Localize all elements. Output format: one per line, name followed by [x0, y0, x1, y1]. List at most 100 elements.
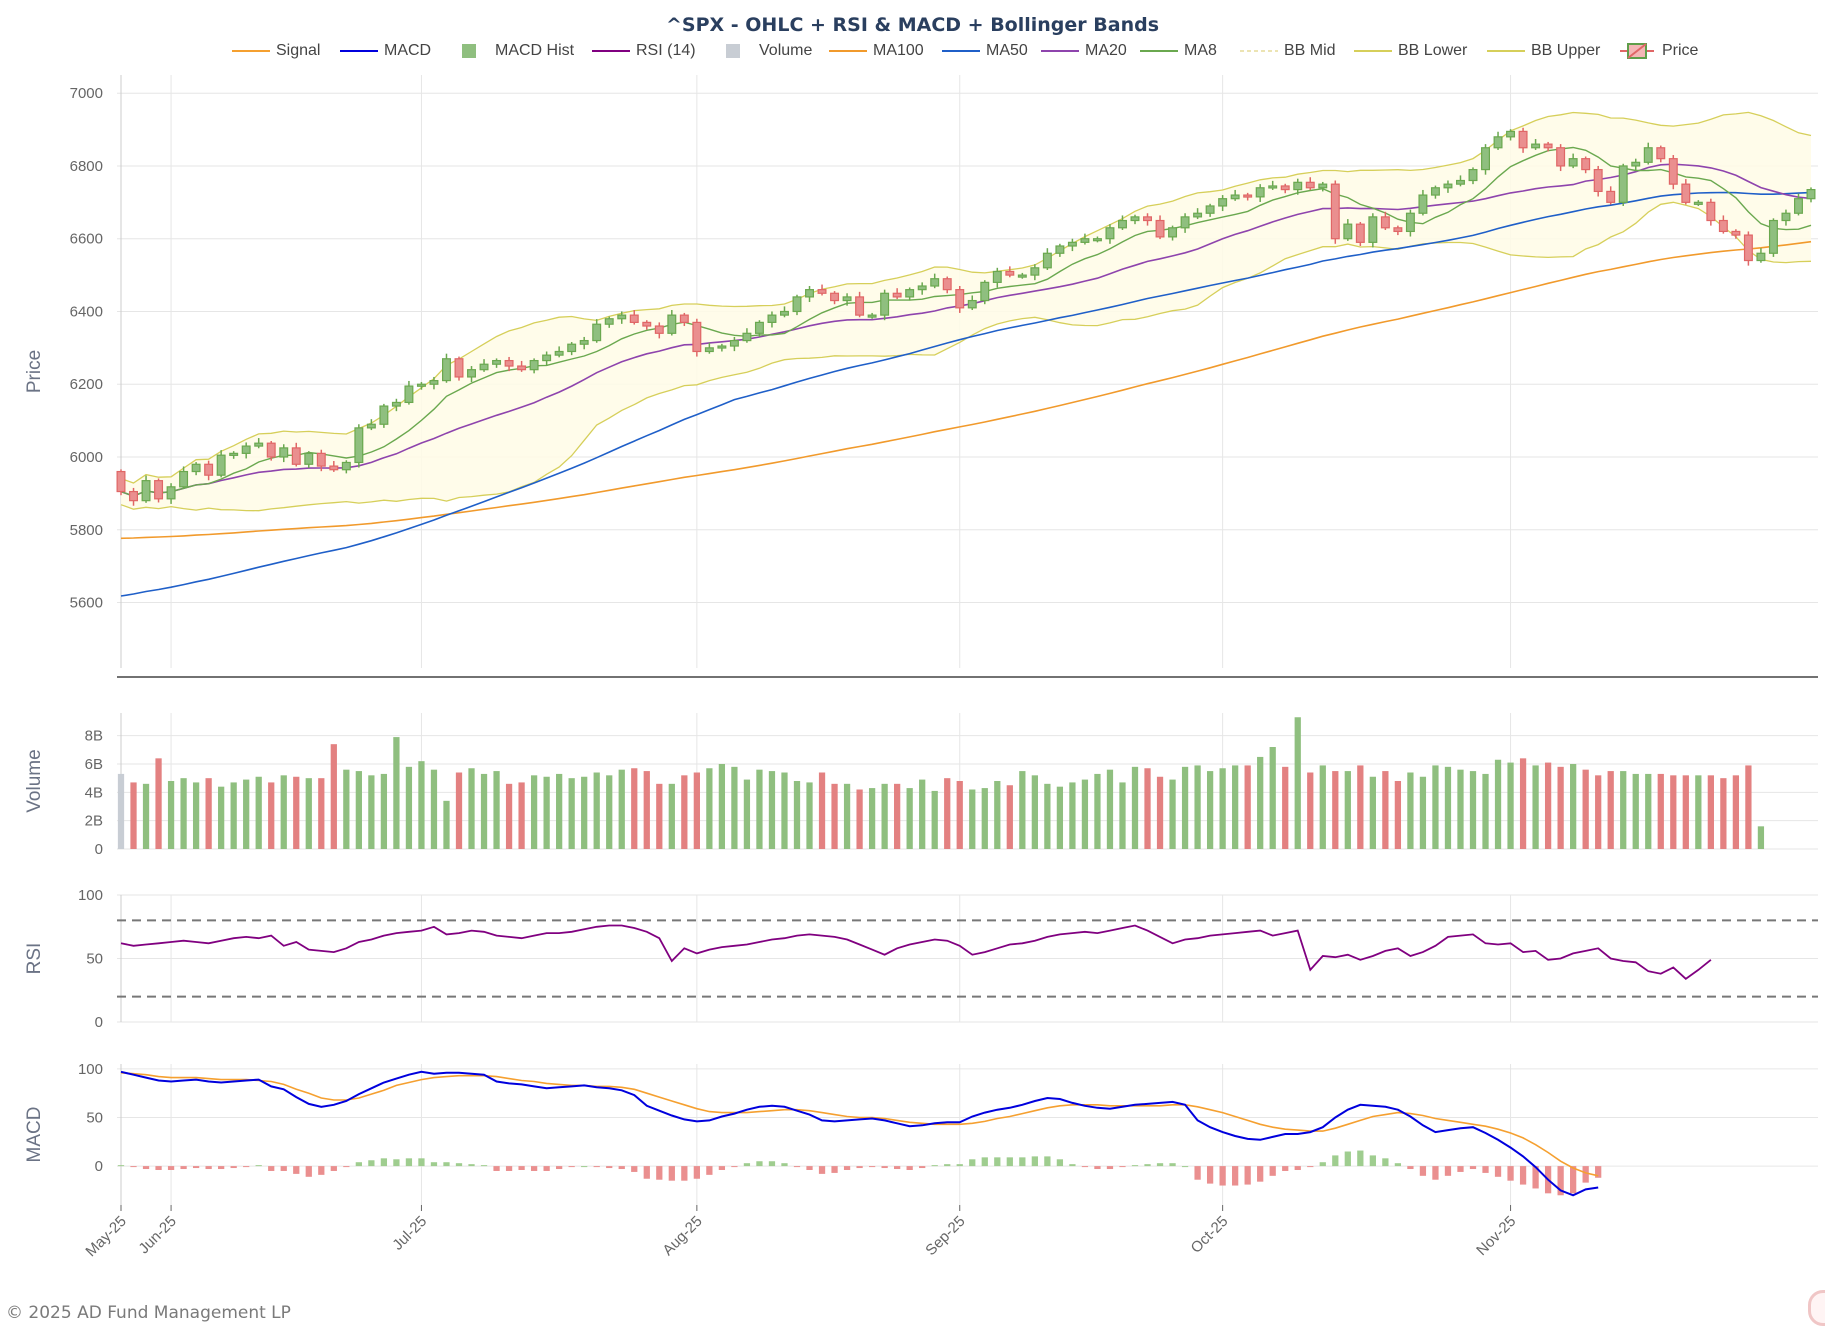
macd-hist-bar — [1119, 1166, 1126, 1168]
macd-hist-bar — [180, 1166, 187, 1170]
candle-body — [1155, 219, 1165, 238]
candle-body — [980, 281, 990, 302]
legend-item-ma20[interactable]: MA20 — [1039, 40, 1127, 62]
macd-hist-bar — [405, 1158, 413, 1167]
candle-body — [1731, 230, 1741, 236]
candle-body — [1092, 238, 1102, 242]
candle-body — [1481, 147, 1490, 171]
macd-hist-bar — [631, 1166, 638, 1172]
macd-hist-bar — [1307, 1166, 1314, 1168]
line-swatch-icon — [940, 42, 982, 60]
legend-label: MA20 — [1085, 42, 1127, 59]
legend-item-price[interactable]: Price — [1616, 40, 1698, 62]
candle-body — [667, 314, 677, 334]
candle-body — [1330, 183, 1340, 240]
legend-item-bb-lower[interactable]: BB Lower — [1352, 40, 1467, 62]
macd-hist-bar — [117, 1165, 125, 1167]
volume-bar — [731, 766, 738, 849]
volume-bar — [243, 779, 250, 849]
macd-hist-bar — [1507, 1166, 1514, 1181]
volume-bar — [718, 764, 726, 849]
volume-bar — [956, 781, 963, 849]
legend-item-volume[interactable]: Volume — [713, 40, 812, 62]
volume-bar — [180, 778, 187, 849]
candle-body — [1168, 227, 1178, 238]
volume-bar — [1019, 771, 1026, 849]
macd-hist-bar — [268, 1166, 275, 1171]
candle-body — [1193, 212, 1203, 218]
candle-body — [642, 321, 652, 327]
volume-bar — [606, 775, 613, 849]
macd-hist-bar — [1094, 1166, 1101, 1170]
candle-body — [880, 292, 890, 316]
candle-body — [216, 454, 226, 476]
candle-body — [1118, 219, 1127, 229]
corner-badge-icon — [1808, 1290, 1825, 1326]
volume-bar — [1582, 769, 1589, 849]
volume-bar — [192, 782, 200, 849]
candle-body — [742, 332, 752, 342]
candle-body — [855, 296, 865, 316]
macd-hist-bar — [530, 1166, 538, 1171]
price-tick-label: 6800 — [70, 158, 103, 175]
candle-body — [692, 321, 702, 353]
macd-hist-bar — [380, 1158, 388, 1167]
volume-bar — [268, 782, 275, 849]
volume-bar — [1106, 769, 1114, 849]
volume-bar — [1232, 765, 1239, 849]
legend-item-signal[interactable]: Signal — [230, 40, 320, 62]
legend-item-ma100[interactable]: MA100 — [827, 40, 924, 62]
candle-body — [1230, 194, 1240, 200]
candle-body — [1656, 147, 1666, 160]
volume-bar — [255, 776, 262, 849]
line-swatch-icon — [1039, 42, 1081, 60]
candle-body — [1531, 143, 1541, 149]
volume-bar — [793, 781, 801, 849]
volume-bar — [1081, 779, 1089, 849]
volume-bar — [1557, 766, 1564, 849]
volume-bar — [1682, 775, 1689, 849]
macd-hist-bar — [480, 1165, 488, 1167]
candle-body — [867, 314, 877, 318]
volume-bar — [1670, 775, 1677, 849]
legend-item-macd-hist[interactable]: MACD Hist — [449, 40, 574, 62]
candle-body — [1080, 238, 1090, 243]
volume-bar — [280, 775, 287, 849]
volume-bar — [881, 783, 888, 849]
legend-item-macd[interactable]: MACD — [338, 40, 431, 62]
legend-item-ma50[interactable]: MA50 — [940, 40, 1028, 62]
rsi-tick-label: 0 — [95, 1014, 103, 1031]
macd-hist-bar — [192, 1166, 200, 1169]
macd-hist-bar — [1131, 1165, 1139, 1167]
macd-hist-bar — [1532, 1166, 1539, 1189]
legend-item-ma8[interactable]: MA8 — [1138, 40, 1217, 62]
legend-item-bb-mid[interactable]: BB Mid — [1238, 40, 1336, 62]
legend-label: Signal — [276, 42, 321, 59]
volume-bar — [1432, 765, 1439, 849]
volume-bar — [568, 778, 575, 849]
volume-bar — [1507, 762, 1514, 849]
volume-bar — [1645, 773, 1652, 849]
volume-bar — [1056, 786, 1064, 849]
macd-hist-bar — [343, 1166, 350, 1168]
candle-body — [917, 285, 927, 291]
legend-item-rsi[interactable]: RSI (14) — [590, 40, 696, 62]
macd-hist-bar — [330, 1166, 337, 1171]
volume-bar — [643, 771, 650, 849]
macd-hist-bar — [994, 1157, 1001, 1167]
candle-body — [479, 363, 489, 371]
candle-body — [454, 358, 464, 378]
candle-body — [191, 463, 201, 473]
volume-bar — [1369, 776, 1376, 849]
x-tick-label: Aug-25 — [659, 1213, 705, 1259]
candle-body — [679, 314, 689, 323]
x-tick-label: Nov-25 — [1473, 1213, 1519, 1259]
macd-hist-bar — [706, 1166, 713, 1175]
candle-body — [529, 359, 539, 371]
legend-item-bb-upper[interactable]: BB Upper — [1485, 40, 1600, 62]
macd-hist-bar — [1369, 1155, 1376, 1167]
volume-bar — [368, 775, 375, 849]
volume-bar — [1244, 765, 1251, 849]
volume-bar — [1069, 782, 1076, 849]
volume-bar — [455, 772, 463, 849]
